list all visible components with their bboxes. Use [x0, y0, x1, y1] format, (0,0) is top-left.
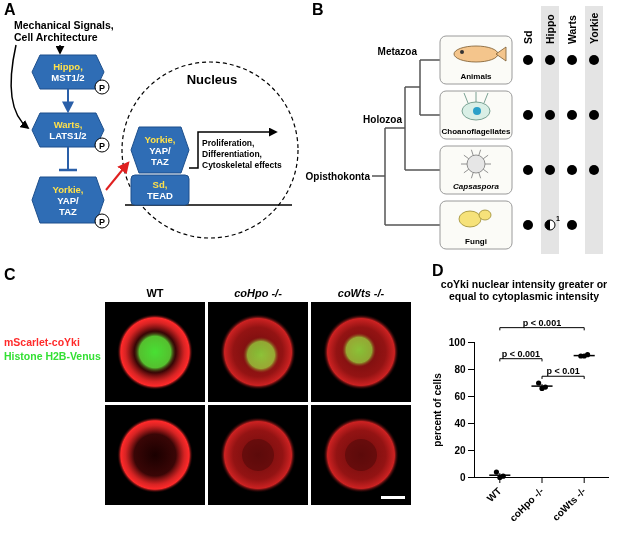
- svg-text:mScarlet-coYki: mScarlet-coYki: [4, 336, 80, 348]
- svg-text:WT: WT: [146, 287, 163, 299]
- svg-text:Cell Architecture: Cell Architecture: [14, 31, 98, 43]
- svg-text:coWts -/-: coWts -/-: [550, 485, 588, 523]
- svg-text:1: 1: [556, 215, 560, 222]
- svg-text:P: P: [99, 83, 105, 93]
- svg-text:YAP/: YAP/: [57, 195, 79, 206]
- svg-text:coYki nuclear intensity greate: coYki nuclear intensity greater or: [441, 278, 607, 290]
- svg-text:Hippo: Hippo: [544, 14, 556, 44]
- svg-text:100: 100: [449, 337, 466, 348]
- svg-text:TAZ: TAZ: [151, 156, 169, 167]
- svg-text:60: 60: [454, 391, 466, 402]
- svg-text:C: C: [4, 266, 16, 283]
- svg-text:80: 80: [454, 364, 466, 375]
- svg-text:TEAD: TEAD: [147, 190, 173, 201]
- svg-text:TAZ: TAZ: [59, 206, 77, 217]
- svg-text:Yorkie,: Yorkie,: [145, 134, 176, 145]
- svg-text:D: D: [432, 262, 444, 279]
- svg-text:Hippo,: Hippo,: [53, 61, 83, 72]
- svg-text:Differentiation,: Differentiation,: [202, 149, 262, 159]
- svg-text:LATS1/2: LATS1/2: [49, 130, 86, 141]
- svg-text:B: B: [312, 1, 324, 18]
- svg-text:Histone H2B-Venus: Histone H2B-Venus: [4, 350, 101, 362]
- svg-text:equal to cytoplasmic intensity: equal to cytoplasmic intensity: [449, 290, 599, 302]
- svg-text:Cytoskeletal effects: Cytoskeletal effects: [202, 160, 282, 170]
- svg-text:p < 0.001: p < 0.001: [523, 318, 561, 328]
- svg-text:Capsaspora: Capsaspora: [453, 182, 499, 191]
- svg-text:A: A: [4, 1, 16, 18]
- svg-text:Yorkie,: Yorkie,: [53, 184, 84, 195]
- svg-text:Sd,: Sd,: [153, 179, 168, 190]
- svg-text:0: 0: [460, 472, 466, 483]
- svg-text:P: P: [99, 217, 105, 227]
- svg-text:Nucleus: Nucleus: [187, 72, 238, 87]
- svg-text:coHpo -/-: coHpo -/-: [507, 485, 545, 523]
- svg-text:Opisthokonta: Opisthokonta: [306, 171, 371, 182]
- svg-text:Holozoa: Holozoa: [363, 114, 402, 125]
- svg-text:Metazoa: Metazoa: [378, 46, 418, 57]
- svg-text:p < 0.01: p < 0.01: [546, 366, 579, 376]
- svg-text:Proliferation,: Proliferation,: [202, 138, 254, 148]
- svg-text:Yorkie: Yorkie: [588, 13, 600, 44]
- svg-text:Warts: Warts: [566, 15, 578, 44]
- svg-text:coWts -/-: coWts -/-: [338, 287, 385, 299]
- svg-text:20: 20: [454, 445, 466, 456]
- svg-text:40: 40: [454, 418, 466, 429]
- svg-text:p < 0.001: p < 0.001: [502, 349, 540, 359]
- svg-text:Mechanical Signals,: Mechanical Signals,: [14, 19, 114, 31]
- svg-text:MST1/2: MST1/2: [51, 72, 84, 83]
- svg-text:Animals: Animals: [460, 72, 492, 81]
- svg-text:Sd: Sd: [522, 31, 534, 44]
- svg-text:YAP/: YAP/: [149, 145, 171, 156]
- svg-text:P: P: [99, 141, 105, 151]
- svg-text:Fungi: Fungi: [465, 237, 487, 246]
- svg-text:Choanoflagellates: Choanoflagellates: [442, 127, 511, 136]
- svg-text:WT: WT: [485, 485, 504, 504]
- svg-text:percent of cells: percent of cells: [432, 373, 443, 447]
- svg-text:Warts,: Warts,: [54, 119, 83, 130]
- svg-text:coHpo -/-: coHpo -/-: [234, 287, 282, 299]
